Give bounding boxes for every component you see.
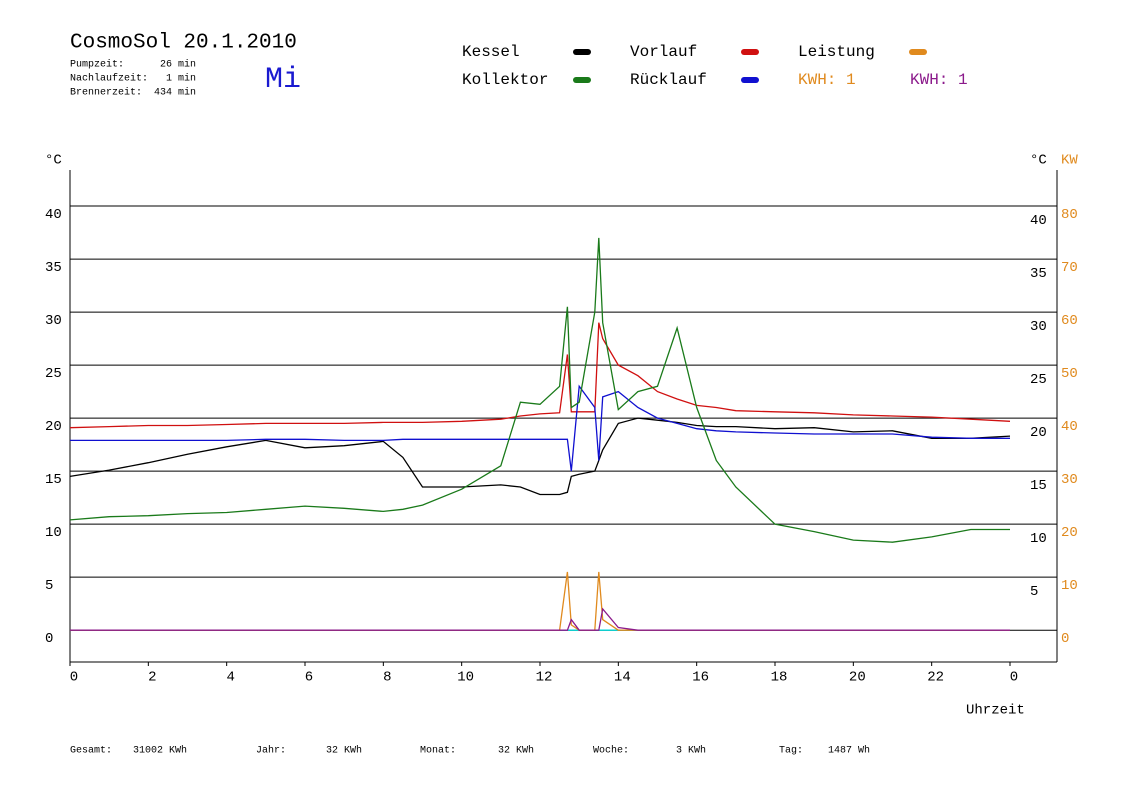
y-tick-label-right: 10	[1030, 531, 1047, 547]
kwh-label: KWH: 1	[798, 71, 856, 89]
chart-title: CosmoSol 20.1.2010	[70, 32, 297, 55]
legend-label: Kessel	[462, 43, 520, 61]
x-tick-label: 10	[457, 670, 474, 686]
legend-label: Vorlauf	[630, 43, 697, 61]
kwh-label: KWH: 1	[910, 71, 968, 89]
footer-stat: Woche:	[593, 745, 629, 757]
y-tick-label-right: 5	[1030, 584, 1038, 600]
x-tick-label: 0	[1010, 670, 1018, 686]
x-tick-label: 18	[771, 670, 788, 686]
x-tick-label: 8	[383, 670, 391, 686]
y-tick-label: 20	[45, 419, 62, 435]
x-tick-label: 2	[148, 670, 156, 686]
info: Nachlaufzeit: 1 min	[70, 73, 196, 85]
y2-axis-label: KW	[1061, 153, 1078, 169]
y2-tick-label: 80	[1061, 207, 1078, 223]
series-line	[70, 607, 1010, 631]
y2-tick-label: 70	[1061, 260, 1078, 276]
y-tick-label: 15	[45, 472, 62, 488]
footer-stat: Tag:	[779, 746, 803, 757]
y-tick-label-right: 30	[1030, 319, 1047, 335]
x-tick-label: 0	[70, 670, 78, 686]
y2-tick-label: 0	[1061, 631, 1069, 647]
footer-stat: 32 KWh	[498, 745, 534, 757]
y2-tick-label: 10	[1061, 578, 1078, 594]
y-tick-label: 5	[45, 578, 53, 594]
footer-stat: Jahr:	[256, 745, 286, 757]
y-tick-label: 25	[45, 366, 62, 382]
y2-tick-label: 20	[1061, 525, 1078, 541]
series-line	[69, 322, 1011, 429]
y-tick-label-right: 15	[1030, 478, 1047, 494]
y-tick-label: 0	[45, 631, 53, 647]
weekday: Mi	[265, 63, 301, 97]
y-tick-label: 35	[45, 260, 62, 276]
footer-stat: Monat:	[420, 746, 456, 757]
x-tick-label: 12	[536, 670, 553, 686]
y-tick-label: 40	[45, 207, 62, 223]
x-tick-label: 22	[927, 670, 944, 686]
x-tick-label: 20	[849, 670, 866, 686]
y-tick-label-right: 25	[1030, 372, 1047, 388]
y-tick-label-right: 20	[1030, 425, 1047, 441]
x-tick-label: 6	[305, 670, 313, 686]
y-tick-label: 30	[45, 313, 62, 329]
y2-tick-label: 60	[1061, 313, 1078, 329]
x-axis-label: Uhrzeit	[966, 703, 1025, 719]
legend-label: Leistung	[798, 43, 875, 61]
footer-stat: 32 KWh	[326, 745, 362, 757]
x-tick-label: 4	[226, 670, 234, 686]
series-line	[70, 571, 1010, 631]
y2-axis-label: °C	[1030, 153, 1047, 169]
x-tick-label: 16	[692, 670, 709, 686]
footer-stat: Gesamt:	[70, 746, 112, 757]
series-line	[69, 237, 1010, 543]
y-axis-label: °C	[45, 153, 62, 169]
footer-stat: 3 KWh	[676, 745, 706, 757]
info: Pumpzeit: 26 min	[70, 59, 196, 71]
y-tick-label: 10	[45, 525, 62, 541]
footer-stat: 31002 KWh	[133, 745, 187, 757]
y-tick-label-right: 40	[1030, 213, 1047, 229]
series-line	[70, 384, 1010, 472]
legend-label: Rücklauf	[630, 71, 707, 89]
legend-label: Kollektor	[462, 71, 548, 89]
y2-tick-label: 50	[1061, 366, 1078, 382]
y-tick-label-right: 35	[1030, 266, 1047, 282]
footer-stat: 1487 Wh	[828, 745, 870, 757]
y2-tick-label: 40	[1061, 419, 1078, 435]
y2-tick-label: 30	[1061, 472, 1078, 488]
x-tick-label: 14	[614, 670, 631, 686]
info: Brennerzeit: 434 min	[70, 87, 196, 99]
series-line	[69, 417, 1011, 496]
